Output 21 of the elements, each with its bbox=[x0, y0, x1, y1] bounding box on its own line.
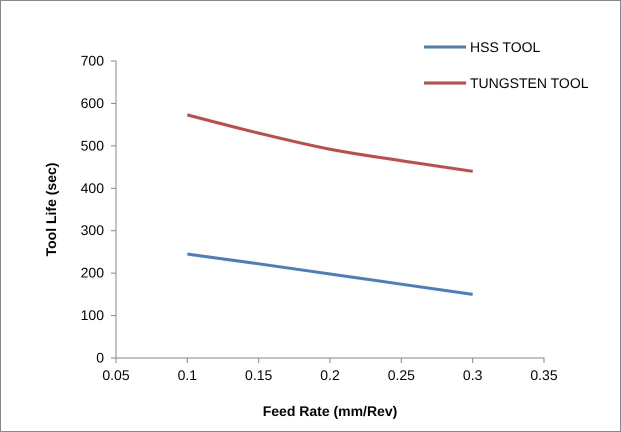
y-tick-label: 0 bbox=[96, 349, 104, 366]
x-tick-label: 0.15 bbox=[245, 366, 273, 383]
y-tick-label: 500 bbox=[80, 137, 104, 154]
line-series bbox=[186, 113, 474, 173]
legend-label: HSS TOOL bbox=[470, 39, 540, 55]
y-tick-label: 600 bbox=[80, 94, 104, 111]
y-tick-label: 300 bbox=[80, 222, 104, 238]
legend-label: TUNGSTEN TOOL bbox=[470, 75, 589, 91]
y-axis-title: Tool Life (sec) bbox=[43, 162, 59, 256]
x-tick-label: 0.3 bbox=[462, 366, 483, 383]
y-tick-label: 400 bbox=[80, 180, 104, 196]
line-series bbox=[186, 252, 474, 296]
x-axis-title: Feed Rate (mm/Rev) bbox=[262, 403, 398, 419]
y-tick-label: 700 bbox=[80, 52, 104, 68]
x-tick-label: 0.05 bbox=[102, 366, 130, 383]
x-tick-label: 0.25 bbox=[388, 366, 416, 383]
y-tick-label: 200 bbox=[80, 264, 104, 281]
x-tick-label: 0.35 bbox=[530, 366, 558, 383]
y-tick-label: 100 bbox=[80, 307, 104, 324]
x-tick-label: 0.2 bbox=[320, 366, 340, 383]
x-tick-label: 0.1 bbox=[178, 366, 198, 383]
